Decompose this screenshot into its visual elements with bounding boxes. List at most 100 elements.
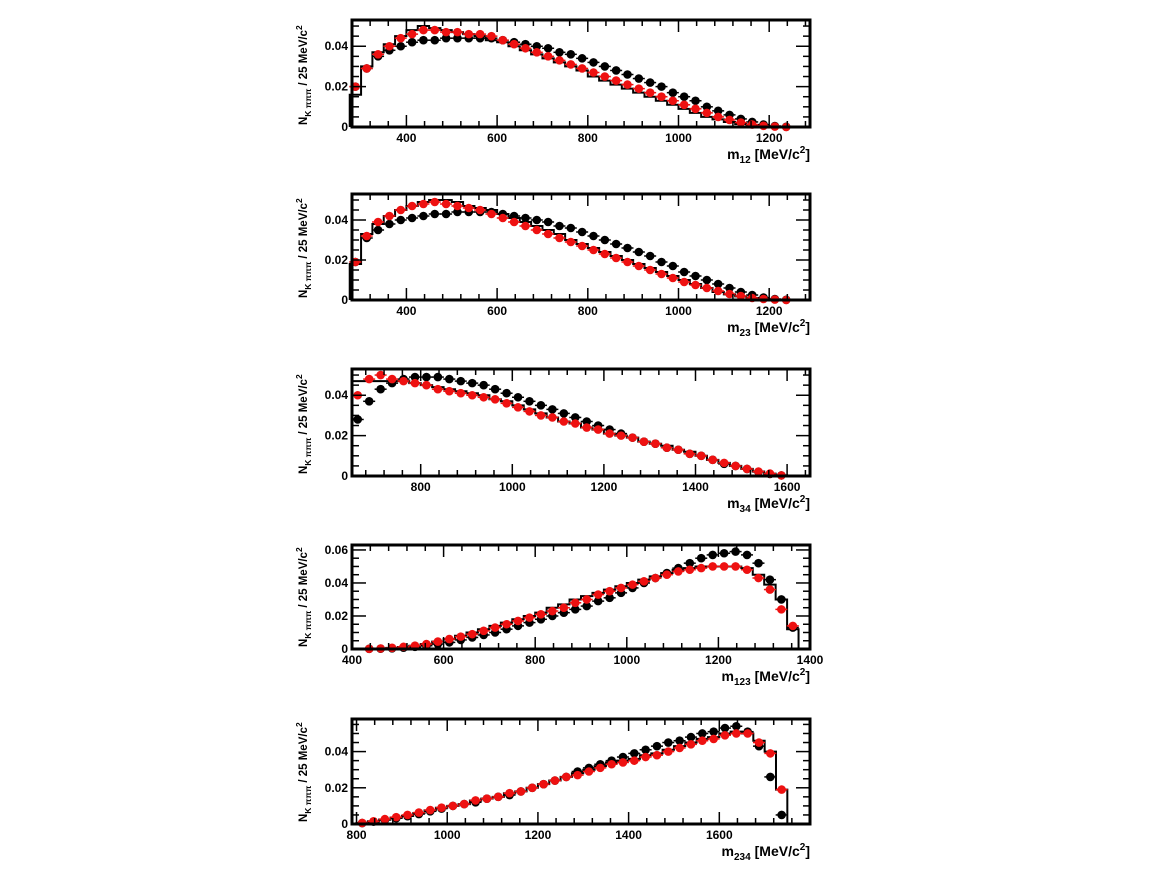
x-axis-label-main: m	[727, 495, 739, 511]
x-tick-label: 800	[525, 653, 545, 667]
data-point	[652, 750, 662, 760]
data-point	[459, 799, 469, 809]
data-point	[396, 205, 406, 215]
data-point	[430, 35, 440, 45]
data-point	[651, 439, 660, 448]
y-axis-label-main: N	[298, 814, 310, 822]
data-point	[765, 575, 775, 584]
data-point	[634, 84, 644, 93]
data-point	[713, 279, 723, 289]
x-axis-label-sup: 2	[800, 842, 806, 853]
data-point	[754, 467, 763, 476]
data-point	[573, 770, 582, 780]
data-point	[532, 215, 542, 225]
data-point	[399, 376, 408, 386]
data-point	[582, 417, 592, 426]
data-point	[709, 727, 718, 736]
data-point	[686, 740, 696, 749]
data-point	[570, 605, 580, 614]
y-tick-label: 0	[341, 817, 348, 831]
data-point	[467, 629, 477, 639]
data-point	[376, 370, 385, 380]
x-axis-label-sub: 34	[740, 504, 752, 515]
data-point	[754, 558, 763, 568]
data-point	[527, 783, 537, 793]
data-point	[376, 384, 385, 394]
x-tick-label: 400	[342, 653, 362, 667]
y-tick-label: 0.02	[325, 429, 349, 443]
data-point	[702, 108, 712, 118]
data-point	[479, 626, 488, 636]
x-axis-label-close: ]	[805, 146, 810, 162]
data-point	[674, 445, 683, 455]
data-point	[437, 803, 446, 813]
data-point	[516, 787, 526, 796]
y-tick-label: 0	[341, 293, 348, 307]
data-point	[679, 92, 689, 102]
data-point	[433, 384, 443, 394]
data-point	[600, 62, 610, 71]
data-point	[732, 721, 741, 731]
data-point	[475, 205, 485, 215]
data-point	[702, 283, 712, 293]
data-point	[453, 33, 462, 43]
data-point	[686, 732, 696, 742]
data-point	[662, 443, 672, 453]
data-point	[482, 794, 492, 803]
data-point	[471, 796, 480, 805]
data-point	[543, 43, 553, 53]
data-point	[766, 772, 775, 782]
data-point	[657, 82, 666, 91]
data-point	[629, 756, 639, 765]
data-point	[691, 271, 700, 281]
data-point	[487, 209, 496, 219]
data-point	[725, 283, 734, 293]
data-point	[663, 747, 673, 756]
panel-m123: 400 600 800 1000 1200 1400 0 0.02 0.04 0.06 NK πππ…	[294, 543, 824, 688]
data-point	[713, 112, 723, 122]
data-point	[742, 565, 752, 575]
x-tick-label: 600	[487, 131, 507, 145]
x-tick-label: 1400	[797, 653, 824, 667]
data-point	[600, 235, 610, 245]
data-point	[525, 397, 534, 406]
data-point	[498, 213, 508, 223]
data-point	[645, 78, 655, 87]
data-point	[639, 577, 649, 586]
data-point	[441, 27, 451, 37]
x-tick-label: 600	[487, 304, 507, 318]
data-point	[570, 413, 580, 422]
data-point	[593, 590, 603, 599]
data-point	[577, 227, 587, 237]
y-axis-label-main: N	[298, 117, 310, 125]
plot-frame	[350, 18, 812, 129]
data-point	[713, 106, 723, 116]
data-point	[616, 431, 626, 440]
data-point	[600, 72, 610, 81]
data-point	[589, 245, 598, 255]
data-point	[685, 558, 695, 568]
data-point	[373, 225, 383, 235]
data-point	[577, 54, 587, 63]
y-axis-label: NK πππ / 25 MeV/c2	[294, 198, 313, 298]
data-point	[593, 596, 603, 606]
y-tick-label: 0.02	[325, 781, 349, 795]
y-tick-label: 0	[341, 469, 348, 483]
data-point	[561, 772, 571, 782]
data-point	[713, 286, 723, 296]
data-point	[464, 203, 474, 213]
x-tick-label: 800	[578, 131, 598, 145]
x-tick-label: 1200	[756, 131, 783, 145]
x-axis-label: m34 [MeV/c2]	[727, 494, 810, 515]
data-point	[639, 437, 649, 446]
series-red-m123	[363, 562, 799, 654]
data-point	[720, 723, 730, 733]
y-axis-label-main: N	[298, 290, 310, 298]
data-point	[589, 68, 598, 77]
data-point	[623, 257, 632, 267]
data-point	[509, 211, 519, 221]
x-axis-label-main: m	[722, 668, 734, 684]
plot-frame	[350, 192, 812, 302]
data-point	[651, 573, 660, 583]
data-point	[380, 814, 390, 824]
